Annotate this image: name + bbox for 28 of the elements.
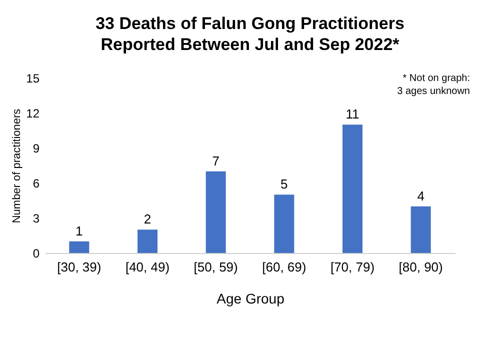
y-tick-label: 9 [32, 142, 40, 156]
x-tick-label: [70, 79) [330, 260, 375, 274]
bar [206, 171, 226, 253]
x-tick-label: [50, 59) [194, 260, 238, 274]
data-label: 2 [144, 212, 152, 227]
chart-title: 33 Deaths of Falun Gong Practitioners Reported Between Jul and Sep 2022* [96, 14, 404, 54]
y-tick-label: 15 [26, 72, 40, 86]
y-tick-label: 0 [32, 246, 40, 260]
y-tick-label: 12 [26, 106, 40, 120]
data-label: 7 [212, 153, 220, 168]
x-tick-label: [80, 90) [398, 260, 443, 274]
x-tick-label: [60, 69) [262, 260, 306, 274]
bar [69, 241, 90, 253]
x-tick-label: [40, 49) [125, 260, 170, 274]
data-label: 5 [280, 176, 288, 192]
y-axis-title: Number of practitioners [11, 108, 24, 224]
bar [410, 206, 431, 253]
y-tick-label: 6 [32, 176, 40, 190]
x-tick-label: [30, 39) [57, 260, 102, 274]
data-label: 4 [417, 188, 424, 204]
x-axis-title: Age Group [216, 290, 285, 306]
data-label: 1 [76, 223, 83, 238]
data-label: 11 [346, 106, 360, 122]
annotation: * Not on graph: 3 ages unknown [397, 73, 470, 97]
y-tick-label: 3 [32, 212, 40, 226]
bar [138, 230, 158, 253]
bar [342, 124, 362, 253]
bar [274, 194, 294, 253]
